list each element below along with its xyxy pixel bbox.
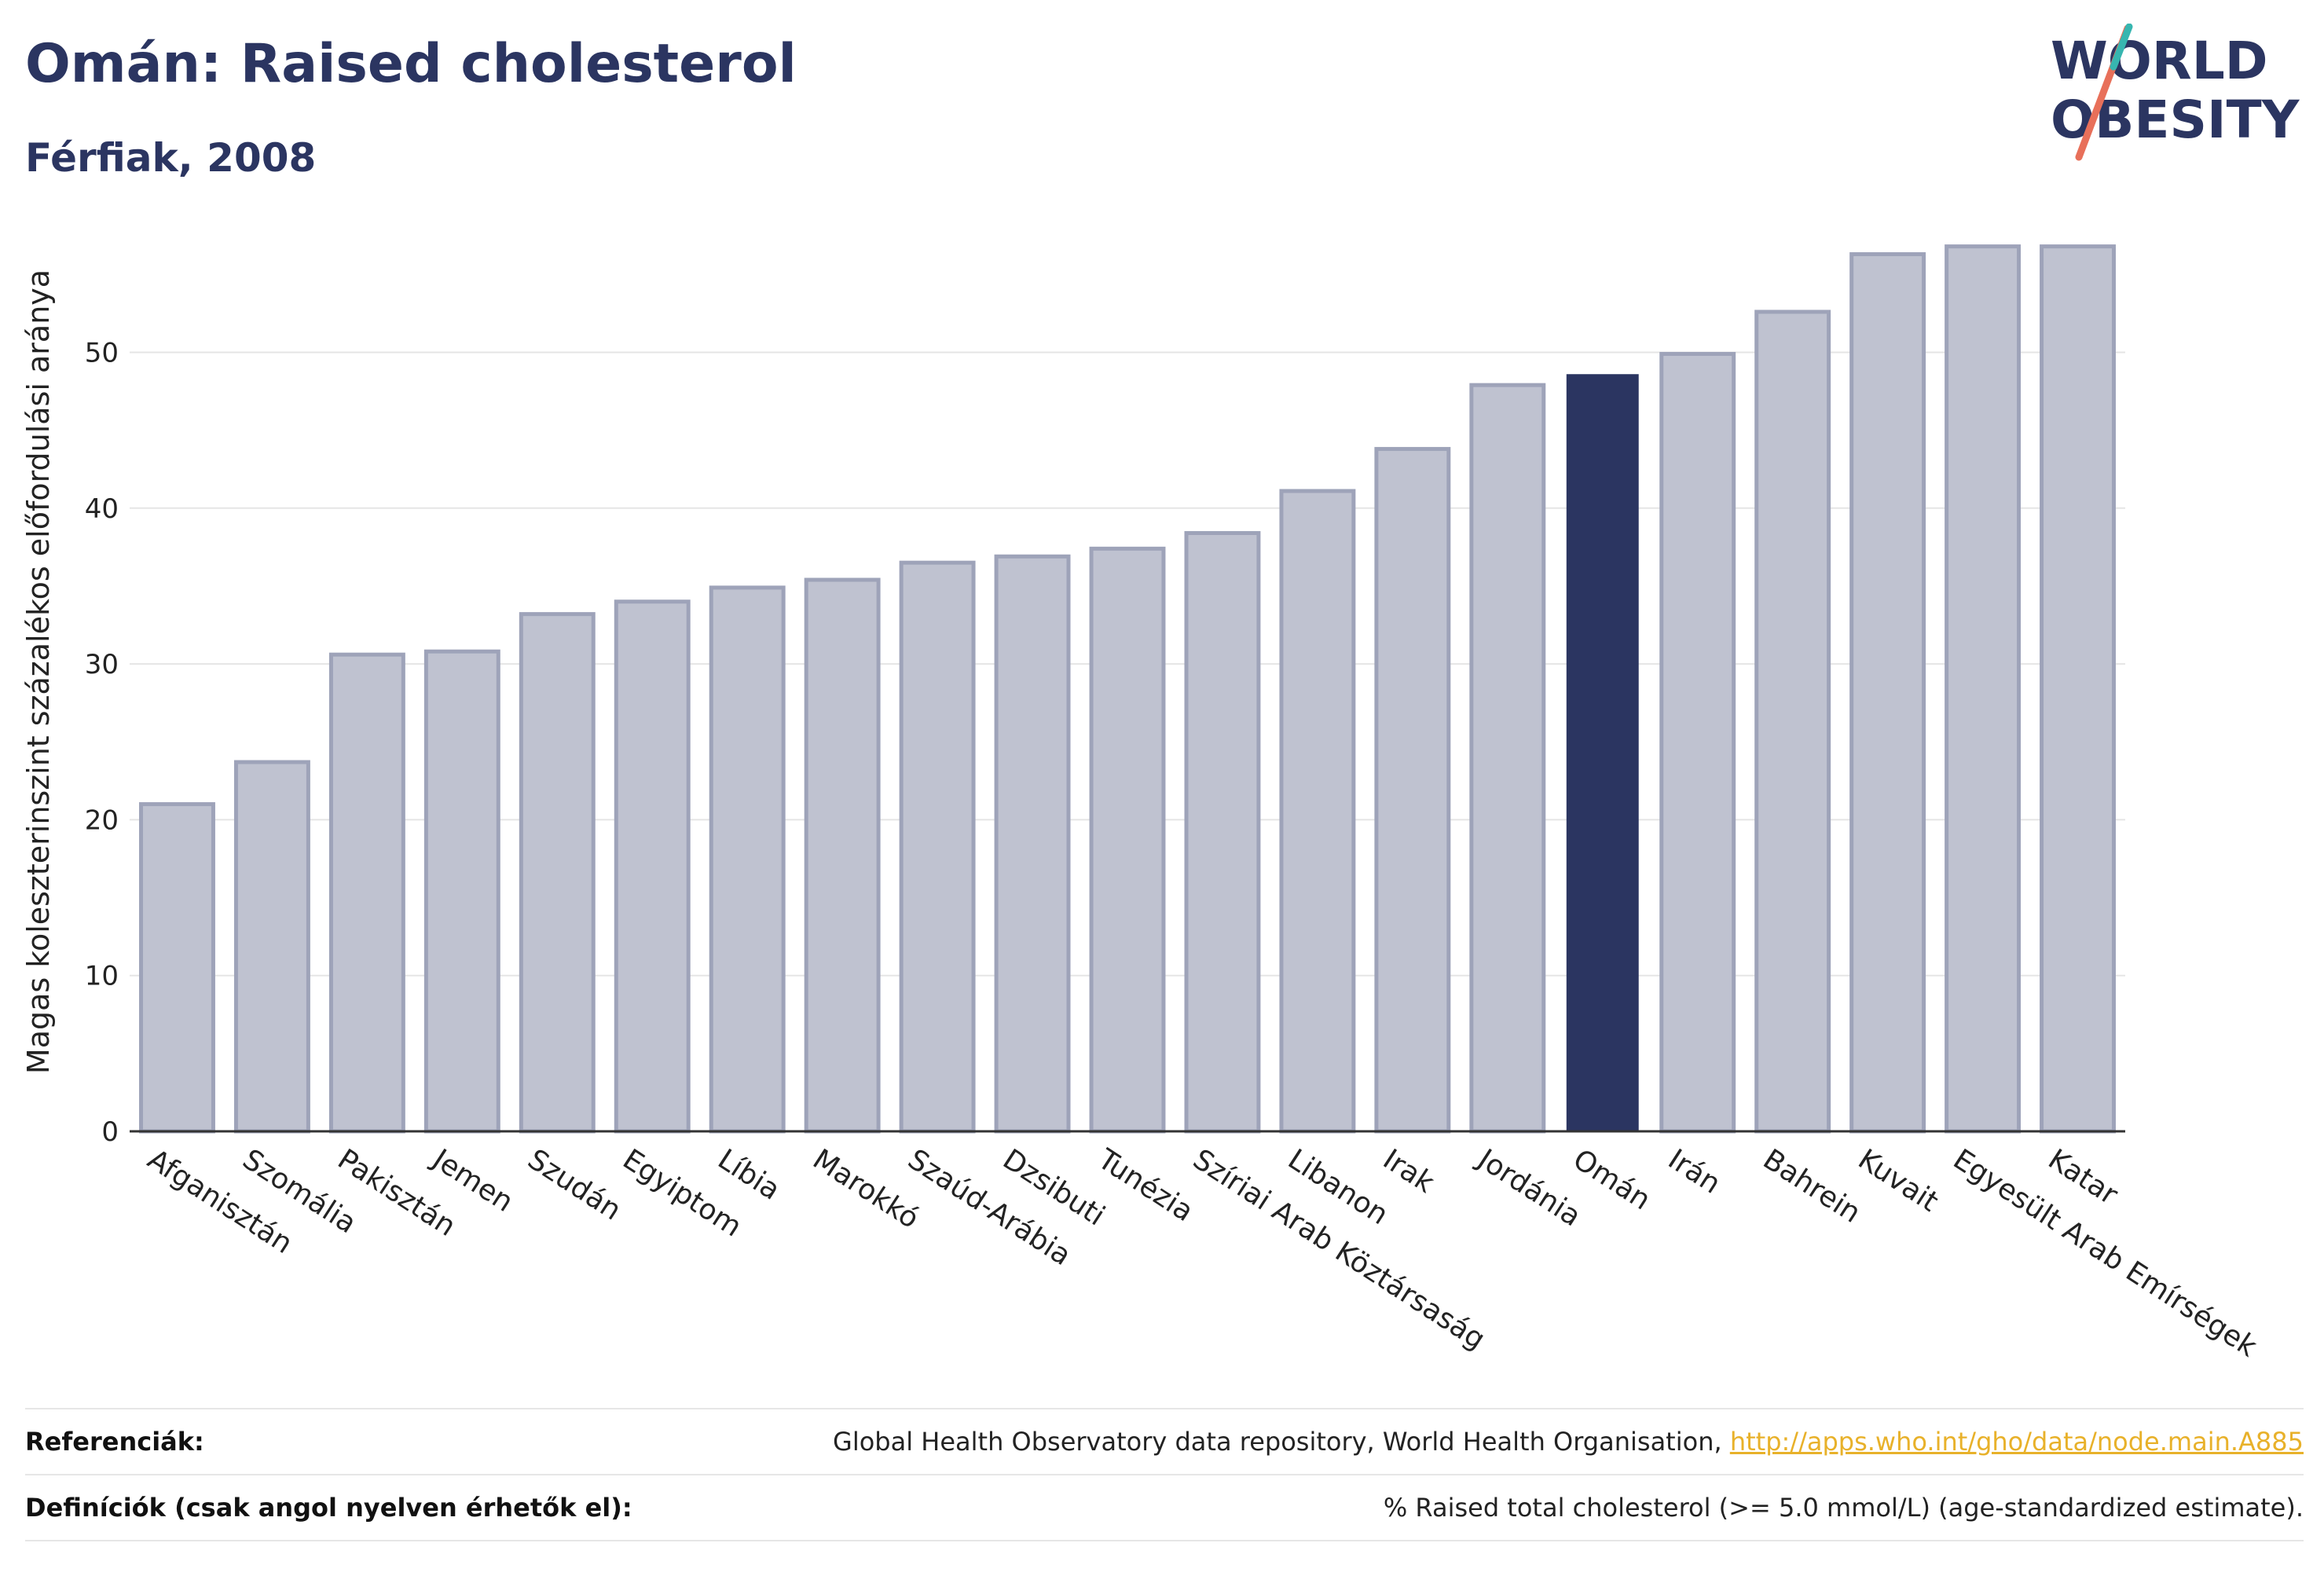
bar [1374, 446, 1451, 1134]
bar [2040, 244, 2116, 1134]
bar [1184, 531, 1261, 1134]
definitions-label: Definíciók (csak angol nyelven érhetők e… [25, 1493, 632, 1523]
x-tick-label: Szudán [522, 1143, 626, 1226]
page-title: Omán: Raised cholesterol [25, 33, 797, 95]
page-subtitle: Férfiak, 2008 [25, 135, 317, 181]
references-text: Global Health Observatory data repositor… [833, 1427, 1730, 1457]
bar [614, 599, 691, 1134]
x-tick-label: Jordánia [1471, 1142, 1586, 1233]
bar [994, 554, 1071, 1134]
bar [1469, 383, 1546, 1134]
world-obesity-logo: WORLD OBESITY [2051, 24, 2300, 161]
x-tick-label: Marokkó [807, 1143, 924, 1235]
bar [139, 802, 215, 1134]
bar [423, 649, 500, 1134]
y-tick-label: 20 [85, 804, 119, 836]
bar [899, 560, 976, 1134]
bar [1945, 244, 2022, 1134]
x-tick-label: Tunézia [1091, 1143, 1199, 1229]
bar [1849, 252, 1926, 1134]
y-tick-label: 0 [101, 1116, 119, 1148]
bar [519, 612, 596, 1134]
references-row: Referenciák: Global Health Observatory d… [25, 1408, 2304, 1474]
bar-chart: 01020304050AfganisztánSzomáliaPakisztánJ… [21, 244, 2263, 1363]
bar [328, 652, 405, 1134]
bar [1659, 351, 1736, 1134]
y-axis-title: Magas koleszterinszint százalékos előfor… [21, 269, 56, 1074]
definitions-value: % Raised total cholesterol (>= 5.0 mmol/… [1383, 1493, 2304, 1523]
y-tick-label: 40 [85, 493, 119, 525]
y-tick-label: 10 [85, 961, 119, 992]
x-tick-label: Irak [1377, 1143, 1440, 1200]
bar [1089, 546, 1166, 1134]
bar [1754, 310, 1831, 1134]
bar [233, 760, 310, 1134]
x-tick-label: Líbia [712, 1143, 786, 1207]
logo-line1: WORLD [2051, 31, 2268, 91]
bar [1279, 489, 1356, 1134]
y-tick-label: 50 [85, 337, 119, 368]
x-tick-label: Szaúd-Arábia [902, 1143, 1076, 1272]
y-tick-label: 30 [85, 649, 119, 680]
references-link[interactable]: http://apps.who.int/gho/data/node.main.A… [1729, 1427, 2304, 1457]
bar [804, 577, 881, 1134]
references-value: Global Health Observatory data repositor… [833, 1427, 2304, 1457]
footer: Referenciák: Global Health Observatory d… [25, 1408, 2304, 1541]
references-label: Referenciák: [25, 1427, 204, 1457]
logo-slash-teal [2110, 24, 2133, 71]
x-tick-label: Irán [1662, 1143, 1726, 1200]
definitions-row: Definíciók (csak angol nyelven érhetők e… [25, 1474, 2304, 1541]
x-tick-label: Kuvait [1853, 1143, 1944, 1218]
x-tick-label: Bahrein [1758, 1143, 1867, 1230]
bar [709, 585, 786, 1134]
bar-highlighted [1566, 374, 1639, 1131]
